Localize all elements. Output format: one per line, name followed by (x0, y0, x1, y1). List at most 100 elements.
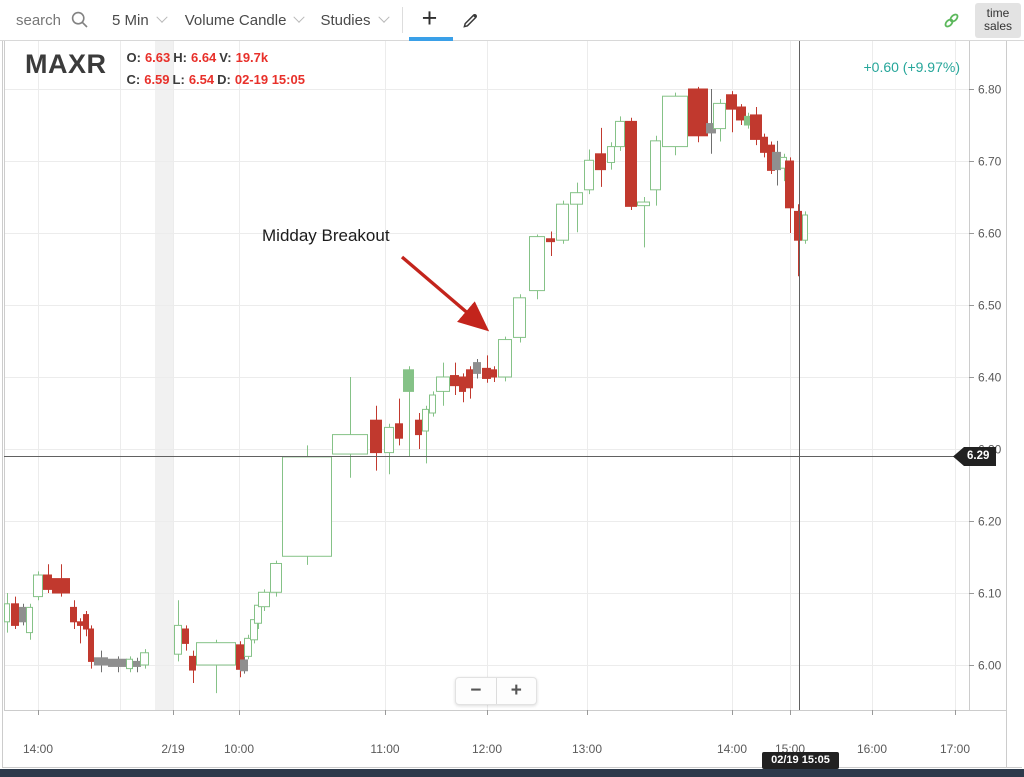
candle-body (436, 376, 450, 392)
candle-body (19, 606, 26, 623)
zoom-in-button[interactable]: + (495, 678, 537, 704)
crosshair-time-tag: 02/19 15:05 (762, 752, 839, 769)
price-change-label: +0.60 (+9.97%) (863, 59, 960, 75)
candle-body (140, 652, 149, 666)
candle-body (196, 642, 236, 666)
candle-body (607, 146, 615, 163)
candle-body (395, 423, 403, 439)
x-axis-label: 10:00 (224, 742, 254, 756)
add-comparison-button[interactable]: + (407, 0, 453, 41)
candle-body (133, 660, 141, 667)
ohlc-row-2: C: 6.59 L: 6.54 D: 02-19 15:05 (127, 69, 308, 91)
date-value: 02-19 15:05 (234, 72, 305, 87)
close-value: 6.59 (144, 72, 170, 87)
candle-body (482, 367, 491, 379)
candle-body (466, 369, 473, 389)
candle-body (403, 369, 414, 392)
time-sales-line1: time (986, 5, 1010, 20)
annotation-arrow[interactable] (400, 255, 490, 332)
volume-label: V: (219, 50, 232, 65)
candle-body (415, 419, 422, 436)
x-axis-label: 14:00 (717, 742, 747, 756)
y-axis-label: 6.20 (978, 515, 1002, 529)
time-sales-line2: sales (983, 18, 1012, 33)
time-sales-button[interactable]: time sales (974, 2, 1021, 38)
chart-type-label: Volume Candle (184, 11, 287, 29)
x-axis-label: 16:00 (857, 742, 887, 756)
x-axis-label: 12:00 (472, 742, 502, 756)
x-axis-label: 17:00 (940, 742, 970, 756)
candle-body (556, 203, 569, 241)
candle-body (785, 160, 794, 209)
candle-body (11, 603, 19, 626)
chart-type-dropdown[interactable]: Volume Candle (184, 11, 306, 29)
y-axis-label: 6.40 (978, 371, 1002, 385)
candle-body (570, 192, 583, 205)
candle-body (491, 369, 497, 378)
candle-body (713, 102, 726, 130)
low-label: L: (172, 72, 185, 87)
candle-body (126, 658, 133, 670)
candle-body (459, 376, 466, 392)
candle-body (615, 120, 625, 148)
interval-label: 5 Min (112, 11, 149, 29)
candle-body (498, 339, 512, 378)
candle-body (182, 628, 189, 644)
session-break-band (155, 41, 173, 710)
candle-body (77, 621, 83, 626)
candlestick-plot[interactable]: 6.806.706.606.506.406.306.206.106.0014:0… (0, 41, 1024, 769)
open-value: 6.63 (144, 50, 171, 65)
chevron-down-icon (293, 11, 306, 23)
bottom-bar (0, 769, 1024, 777)
studies-dropdown[interactable]: Studies (320, 12, 390, 29)
crosshair-price-tag: 6.29 (953, 447, 997, 466)
candle-body (108, 658, 127, 667)
search-placeholder[interactable]: search (16, 11, 62, 29)
symbol-header: MAXR O: 6.63 H: 6.64 V: 19.7k C: 6.59 L: 6.54 D: 0… (25, 49, 308, 91)
high-value: 6.64 (190, 50, 217, 65)
zoom-out-button[interactable]: − (456, 678, 496, 704)
active-tool-underline (408, 36, 453, 41)
draw-tool-button[interactable] (461, 10, 481, 30)
candle-body (88, 628, 94, 662)
candle-body (26, 606, 33, 634)
close-label: C: (126, 72, 141, 87)
symbol-search[interactable]: search (16, 10, 90, 30)
candle-body (802, 214, 808, 241)
candle-body (760, 136, 768, 153)
search-icon[interactable] (70, 10, 90, 30)
candle-body (244, 637, 252, 657)
candle-body (450, 375, 459, 387)
candle-body (750, 114, 762, 140)
toolbar-right: time sales (943, 2, 1024, 38)
annotation-text[interactable]: Midday Breakout (262, 226, 390, 245)
ohlc-row-1: O: 6.63 H: 6.64 V: 19.7k (127, 47, 308, 69)
candle-body (429, 394, 436, 414)
candle-body (43, 574, 52, 590)
interval-dropdown[interactable]: 5 Min (112, 11, 168, 29)
candle-body (52, 578, 70, 594)
candle-body (736, 106, 746, 121)
candle-body (370, 419, 382, 454)
link-icon[interactable] (943, 12, 960, 29)
pencil-icon (462, 14, 477, 28)
candle-body (726, 94, 737, 110)
candle-body (546, 238, 555, 243)
x-axis-label: 11:00 (370, 742, 399, 756)
candle-body (662, 95, 688, 148)
candle-body (772, 151, 781, 171)
candle-body (625, 120, 637, 207)
volume-value: 19.7k (235, 50, 269, 65)
candle-body (270, 562, 282, 593)
chart-area[interactable]: 6.806.706.606.506.406.306.206.106.0014:0… (0, 41, 1024, 769)
plus-icon: + (421, 3, 438, 33)
candle-body (258, 591, 270, 608)
candle-body (282, 456, 332, 557)
x-axis-label: 14:00 (23, 742, 53, 756)
low-value: 6.54 (188, 72, 215, 87)
zoom-controls: − + (455, 677, 537, 705)
y-axis-label: 6.50 (978, 299, 1002, 313)
x-axis-label: 13:00 (572, 742, 602, 756)
y-axis-label: 6.70 (978, 155, 1002, 169)
candle-body (174, 624, 182, 655)
